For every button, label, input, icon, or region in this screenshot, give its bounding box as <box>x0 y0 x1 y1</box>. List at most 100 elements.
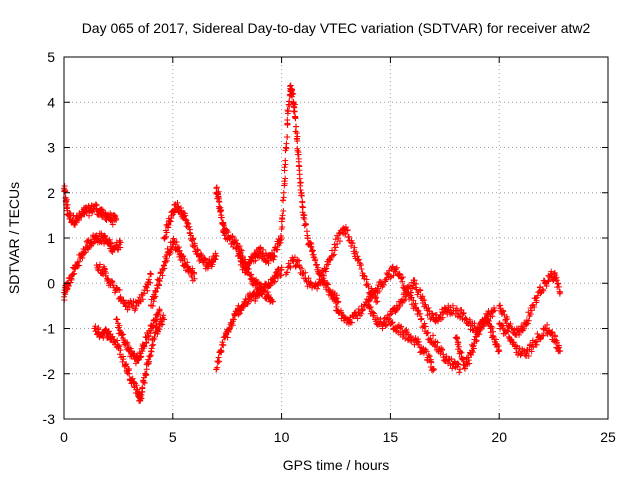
data-point <box>230 316 237 323</box>
x-tick-label: 5 <box>169 429 177 445</box>
data-point <box>396 271 403 278</box>
data-points <box>61 82 564 404</box>
data-point <box>88 239 95 246</box>
data-point <box>297 179 304 186</box>
data-point <box>521 325 528 332</box>
data-point <box>475 325 482 332</box>
data-point <box>544 321 551 328</box>
x-tick-label: 0 <box>60 429 68 445</box>
data-point <box>185 220 192 227</box>
data-point <box>331 251 338 258</box>
data-point <box>120 331 127 338</box>
data-point <box>331 241 338 248</box>
data-point <box>411 277 418 284</box>
data-point <box>456 369 463 376</box>
data-point <box>65 283 72 289</box>
data-point <box>334 240 341 247</box>
data-point <box>279 212 286 219</box>
data-point <box>426 353 433 360</box>
data-point <box>310 251 317 258</box>
data-point <box>270 256 277 263</box>
data-point <box>256 292 263 299</box>
data-point <box>155 281 162 288</box>
data-point <box>359 307 366 314</box>
y-tick-label: 2 <box>47 185 55 201</box>
data-point <box>191 275 198 282</box>
data-point <box>421 296 428 303</box>
data-point <box>315 264 322 271</box>
data-point <box>252 257 259 264</box>
data-point <box>62 188 69 195</box>
data-point <box>151 294 158 301</box>
data-point <box>428 310 435 317</box>
data-point <box>421 320 428 327</box>
data-point <box>149 342 156 349</box>
data-point <box>294 258 301 265</box>
x-axis-label: GPS time / hours <box>283 457 390 473</box>
data-point <box>67 279 74 286</box>
data-point <box>336 238 343 245</box>
data-point <box>202 256 209 263</box>
data-point <box>132 305 139 312</box>
data-point <box>109 333 116 340</box>
data-point <box>295 155 302 162</box>
data-point <box>103 270 110 277</box>
y-tick-label: 3 <box>47 140 55 156</box>
data-point <box>369 309 376 316</box>
data-point <box>213 184 220 191</box>
data-point <box>380 281 387 288</box>
data-point <box>430 332 437 339</box>
data-point <box>407 289 414 296</box>
data-point <box>304 235 311 241</box>
data-point <box>341 314 348 321</box>
data-point <box>413 304 420 311</box>
data-point <box>148 271 155 278</box>
data-point <box>449 310 456 317</box>
data-point <box>282 157 289 164</box>
data-point <box>371 310 378 317</box>
data-point <box>428 359 435 366</box>
data-point <box>385 316 392 323</box>
data-point <box>235 311 242 318</box>
data-point <box>489 324 496 331</box>
data-point <box>67 211 74 218</box>
data-point <box>278 272 285 279</box>
data-point <box>170 235 177 242</box>
data-point <box>331 247 338 254</box>
data-point <box>151 322 158 329</box>
data-point <box>430 367 437 374</box>
data-point <box>383 321 390 328</box>
data-point <box>419 297 426 304</box>
data-point <box>147 330 154 337</box>
data-point <box>104 275 111 282</box>
data-point <box>379 323 386 330</box>
data-point <box>545 277 552 284</box>
data-point <box>425 329 432 336</box>
data-point <box>504 328 511 335</box>
data-point <box>491 304 498 311</box>
data-point <box>396 303 403 310</box>
data-point <box>226 235 233 242</box>
data-point <box>128 347 135 354</box>
data-point <box>507 320 514 327</box>
data-point <box>473 337 480 344</box>
data-point <box>136 349 143 356</box>
data-point <box>64 201 71 208</box>
data-point <box>491 307 498 314</box>
data-point <box>448 355 455 362</box>
data-point <box>177 205 184 212</box>
data-point <box>469 326 476 333</box>
y-tick-label: -1 <box>43 321 56 337</box>
data-point <box>107 239 114 246</box>
data-point <box>470 342 477 349</box>
data-point <box>340 225 347 232</box>
data-point <box>236 243 243 250</box>
data-point <box>72 266 79 273</box>
data-point <box>143 284 150 291</box>
data-point <box>381 318 388 325</box>
x-tick-label: 15 <box>383 429 399 445</box>
data-point <box>143 371 150 378</box>
data-point <box>454 334 461 341</box>
data-point <box>216 199 223 206</box>
data-point <box>374 298 381 305</box>
